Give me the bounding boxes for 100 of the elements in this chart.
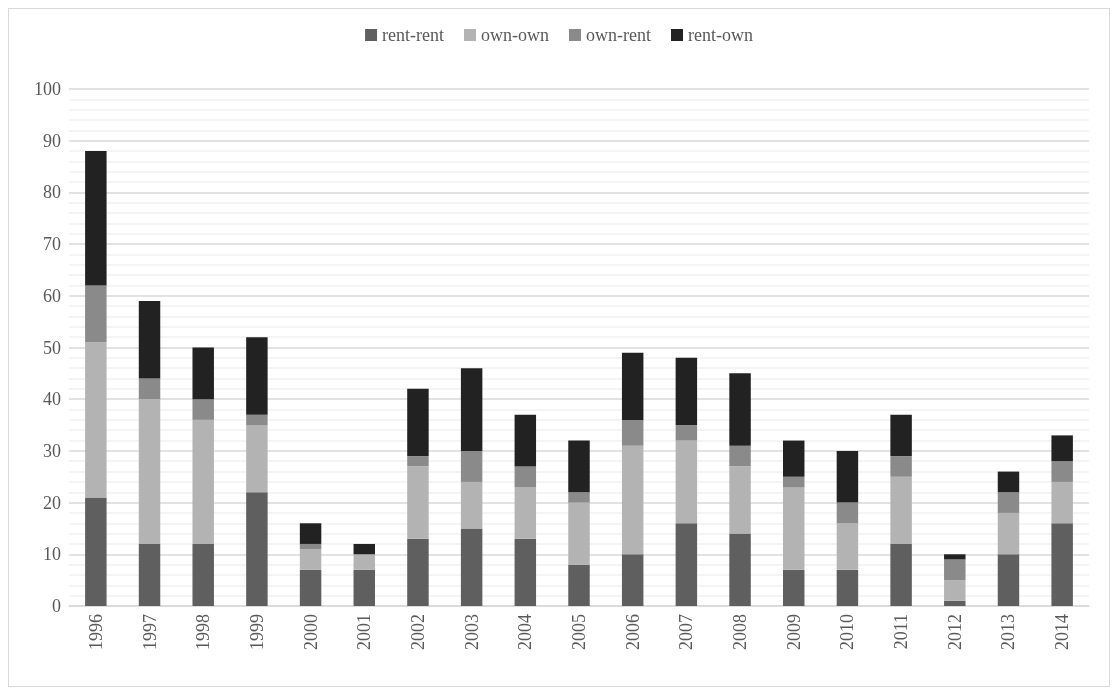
bar — [460, 368, 483, 451]
bar — [246, 337, 268, 415]
y-tick-label: 20 — [43, 492, 61, 513]
bar — [138, 300, 161, 379]
bar — [783, 487, 805, 570]
x-tick-label: 2003 — [461, 614, 482, 650]
bar — [1051, 523, 1073, 606]
bar — [514, 538, 537, 606]
bar — [353, 569, 375, 606]
y-tick-label: 0 — [52, 596, 61, 616]
bar — [514, 466, 537, 488]
bar — [944, 600, 966, 606]
bar — [568, 440, 590, 493]
bar — [85, 342, 107, 498]
bar — [85, 497, 107, 606]
bar — [675, 523, 698, 606]
bar — [783, 440, 805, 477]
legend-label: rent-own — [687, 25, 753, 45]
bar — [246, 425, 268, 493]
bar — [621, 554, 644, 606]
bar — [836, 569, 859, 606]
y-tick-label: 50 — [43, 337, 61, 358]
bar — [621, 445, 644, 555]
x-tick-label: 2004 — [515, 614, 536, 650]
y-tick-label: 10 — [43, 544, 61, 565]
bar — [299, 523, 322, 544]
x-tick-label: 1999 — [246, 614, 267, 650]
bar — [246, 414, 268, 426]
bar — [729, 533, 751, 606]
bar — [944, 559, 966, 581]
bar — [568, 564, 590, 606]
bar — [353, 543, 375, 555]
bar — [890, 456, 912, 477]
bar — [997, 554, 1020, 606]
bar — [460, 450, 483, 482]
bar — [675, 357, 698, 426]
bar — [246, 492, 268, 606]
bar — [138, 399, 161, 544]
y-tick-label: 30 — [43, 440, 61, 461]
bar — [1051, 481, 1073, 524]
bar — [138, 543, 161, 606]
legend-label: rent-rent — [382, 25, 445, 45]
bar — [407, 538, 429, 606]
bar — [675, 440, 698, 524]
bar — [85, 285, 107, 343]
x-tick-label: 2006 — [622, 614, 643, 650]
bar — [783, 476, 805, 488]
x-tick-label: 2001 — [354, 614, 375, 650]
bar — [997, 492, 1020, 513]
bar — [514, 414, 537, 467]
bar — [944, 580, 966, 601]
bar — [568, 502, 590, 565]
bar — [836, 523, 859, 570]
bar — [192, 419, 214, 544]
legend-label: own-own — [481, 25, 550, 45]
bar — [85, 151, 107, 286]
y-tick-label: 60 — [43, 285, 61, 306]
x-tick-label: 2009 — [783, 614, 804, 650]
x-tick-label: 2002 — [407, 614, 428, 650]
x-tick-label: 2014 — [1052, 614, 1073, 650]
bar — [729, 445, 751, 467]
y-tick-label: 70 — [43, 234, 61, 255]
x-tick-label: 2011 — [891, 614, 912, 650]
bar — [299, 549, 322, 570]
bar — [997, 471, 1020, 493]
x-tick-label: 1996 — [85, 614, 106, 650]
bar — [1051, 461, 1073, 482]
bar — [1051, 435, 1073, 462]
bar — [890, 476, 912, 544]
y-tick-label: 40 — [43, 389, 61, 410]
bar — [836, 450, 859, 503]
bar — [729, 373, 751, 446]
bar — [192, 399, 214, 420]
bar — [192, 347, 214, 400]
x-tick-label: 2012 — [944, 614, 965, 650]
y-tick-label: 90 — [43, 130, 61, 151]
bar — [783, 569, 805, 606]
x-tick-label: 2000 — [300, 614, 321, 650]
bar — [890, 414, 912, 457]
bar — [514, 487, 537, 539]
bar — [138, 378, 161, 400]
x-tick-label: 1997 — [139, 614, 160, 650]
x-tick-label: 2005 — [569, 614, 589, 650]
bar — [621, 419, 644, 446]
bar — [192, 543, 214, 606]
bar — [460, 481, 483, 529]
bar — [836, 502, 859, 524]
bar — [675, 425, 698, 441]
bar — [299, 543, 322, 550]
x-tick-label: 2013 — [998, 614, 1019, 650]
legend-label: own-rent — [586, 25, 651, 45]
bar — [299, 569, 322, 606]
bar — [568, 492, 590, 503]
x-tick-label: 2007 — [676, 614, 697, 650]
x-tick-label: 1998 — [193, 614, 214, 650]
bar — [997, 512, 1020, 555]
bar — [460, 528, 483, 606]
y-tick-label: 80 — [43, 182, 61, 203]
bar — [407, 388, 429, 457]
x-tick-label: 2010 — [837, 614, 858, 650]
